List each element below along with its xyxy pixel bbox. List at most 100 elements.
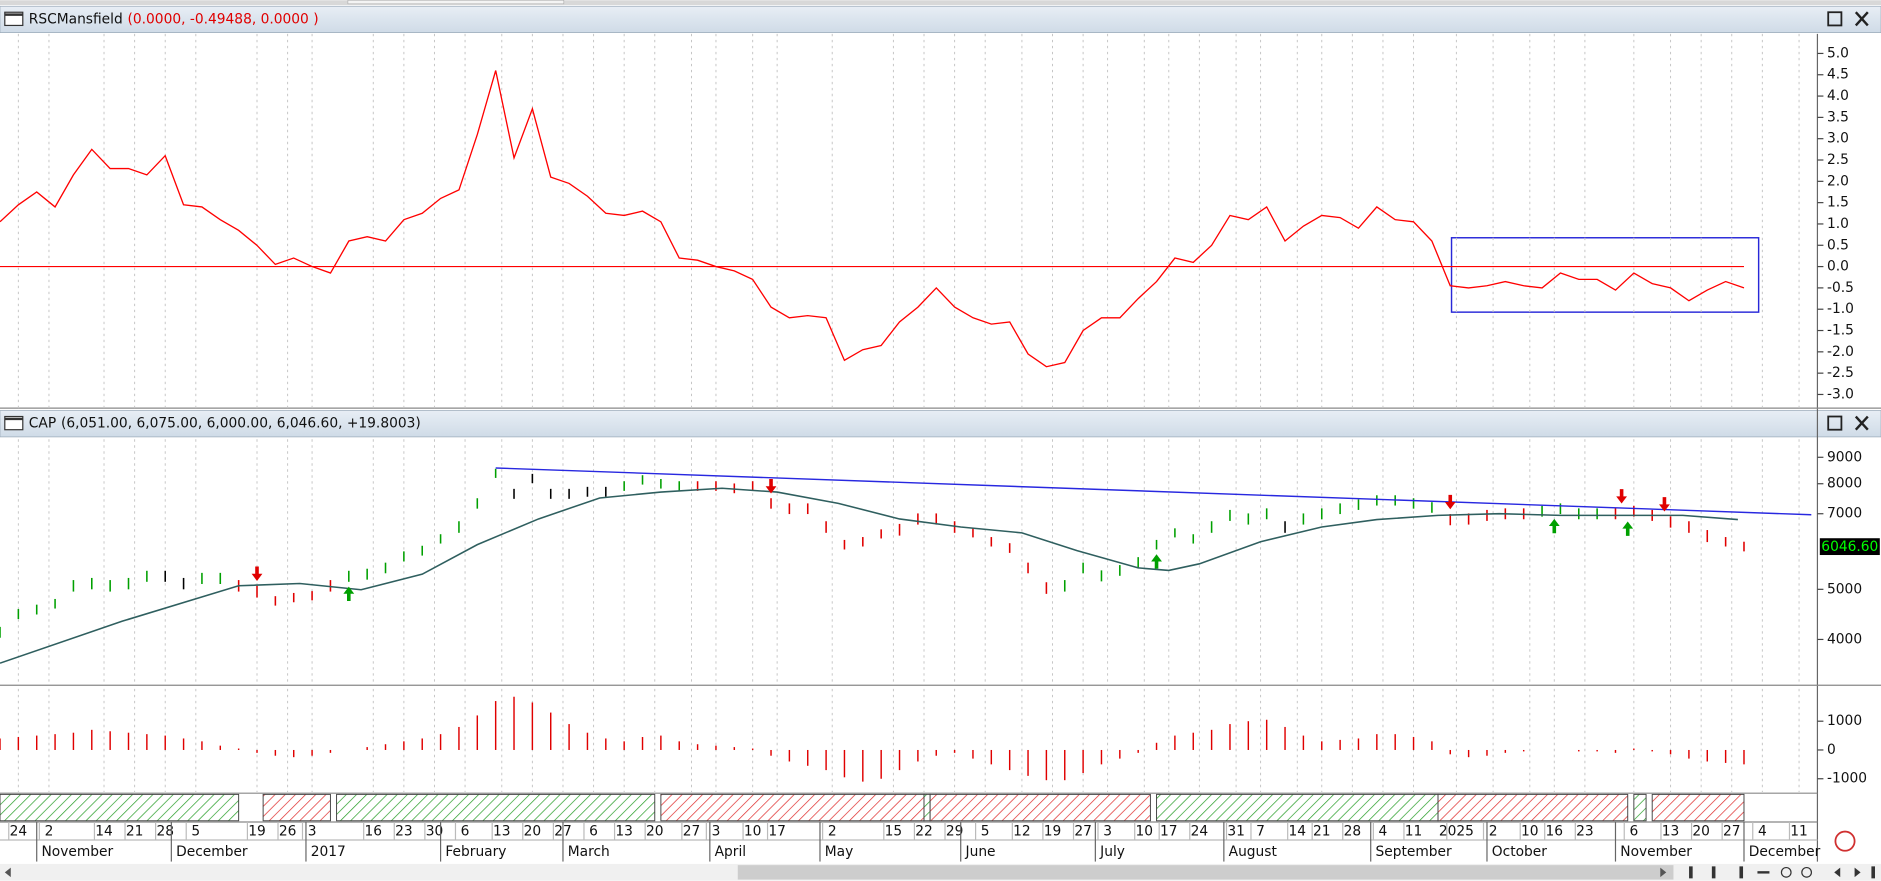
x-tick-label: 13 (1662, 824, 1680, 840)
x-tick-label: 24 (1191, 824, 1209, 840)
x-tick-label: 4 (1758, 824, 1767, 840)
toolbar-icons[interactable] (1689, 866, 1876, 879)
y-tick-label: -1000 (1827, 771, 1867, 787)
x-tick-label: 27 (683, 824, 701, 840)
panel-subtitle: (6,051.00, 6,075.00, 6,000.00, 6,046.60,… (61, 416, 421, 432)
x-tick-label: 14 (1289, 824, 1307, 840)
y-tick-label: -3.0 (1827, 386, 1854, 402)
indicator-line (0, 70, 1745, 368)
y-tick-label: 3.5 (1827, 109, 1849, 125)
regime-band (1651, 793, 1745, 822)
trendline (495, 467, 1812, 516)
y-tick-label: -1.5 (1827, 323, 1854, 339)
buy-signal (1548, 518, 1560, 534)
plot-layer: 5.0 4.5 4.0 3.5 3.0 2.5 2.0 1.5 1.0 0.5 0.0 -0.5 -1.… (0, 33, 1880, 862)
regime-band (1437, 793, 1629, 822)
x-tick-label: 2025 (1439, 824, 1474, 840)
y-tick-label: -2.0 (1827, 344, 1854, 360)
sell-signal (1659, 497, 1670, 512)
x-tick-label: 28 (156, 824, 174, 840)
x-tick-label: 20 (524, 824, 542, 840)
x-tick-label: 10 (1136, 824, 1154, 840)
y-tick-label: 0.5 (1827, 237, 1849, 253)
x-tick-label: 2 (828, 824, 837, 840)
x-tick-label: 17 (1160, 824, 1178, 840)
x-tick-label: 4 (1379, 824, 1388, 840)
regime-band (660, 793, 925, 822)
x-tick-label: 3 (1103, 824, 1112, 840)
x-tick-label: 29 (946, 824, 964, 840)
x-tick-label: 28 (1344, 824, 1362, 840)
x-tick-label: 16 (1546, 824, 1564, 840)
y-tick-label: -0.5 (1827, 280, 1854, 296)
x-tick-label: 2 (45, 824, 54, 840)
regime-band (1156, 793, 1439, 822)
drawn-rectangle[interactable] (1450, 237, 1760, 313)
moving-average (0, 487, 1738, 664)
month-label: November (42, 844, 114, 860)
y-tick-label: 8000 (1827, 476, 1862, 492)
x-tick-label: 2 (1489, 824, 1498, 840)
x-tick-label: 27 (1723, 824, 1741, 840)
x-tick-label: 16 (365, 824, 383, 840)
y-tick-label: 1.0 (1827, 216, 1849, 232)
tab[interactable] (347, 0, 565, 5)
sell-signal (1444, 494, 1456, 510)
panel-title: RSCMansfield (29, 11, 123, 27)
x-tick-label: 11 (1790, 824, 1808, 840)
x-tick-label: 12 (1013, 824, 1031, 840)
regime-band (0, 793, 240, 822)
last-price-box (1819, 538, 1880, 556)
month-label: March (568, 844, 610, 860)
x-tick-label: 3 (712, 824, 721, 840)
panel-header (0, 5, 1881, 33)
buy-signal (1622, 521, 1634, 536)
last-price-label: 6046.60 (1821, 539, 1878, 555)
x-tick-label: 6 (589, 824, 598, 840)
y-tick-label: 7000 (1827, 506, 1862, 522)
x-tick-label: 6 (1629, 824, 1638, 840)
sell-signal (251, 566, 263, 581)
y-tick-label: 0.0 (1827, 259, 1849, 275)
scrollbar-thumb[interactable] (737, 865, 1674, 880)
month-label: October (1492, 844, 1547, 860)
maximize-button[interactable] (1827, 11, 1843, 27)
close-button[interactable] (1854, 11, 1869, 27)
maximize-button[interactable] (1827, 415, 1843, 431)
month-label: December (1749, 844, 1821, 860)
panel-title: CAP (29, 416, 56, 432)
scroll-right[interactable] (1660, 867, 1667, 878)
x-tick-label: 11 (1405, 824, 1423, 840)
month-label: September (1376, 844, 1453, 860)
y-tick-label: 4000 (1827, 631, 1862, 647)
x-tick-label: 5 (191, 824, 200, 840)
x-tick-label: 14 (95, 824, 113, 840)
regime-band (1633, 793, 1647, 822)
x-tick-label: 23 (395, 824, 413, 840)
x-tick-label: 10 (1521, 824, 1539, 840)
x-tick-label: 19 (248, 824, 266, 840)
sell-signal (765, 479, 777, 494)
x-tick-label: 27 (1074, 824, 1092, 840)
month-label: August (1229, 844, 1278, 860)
y-tick-label: 2.0 (1827, 173, 1849, 189)
x-tick-label: 17 (768, 824, 786, 840)
regime-band (262, 793, 331, 822)
y-tick-label: 4.0 (1827, 88, 1849, 104)
status-icon[interactable] (1834, 830, 1856, 852)
scroll-left[interactable] (4, 867, 11, 878)
month-label: February (445, 844, 506, 860)
panel-header (0, 410, 1881, 438)
x-tick-label: 24 (10, 824, 28, 840)
y-tick-label: 3.0 (1827, 131, 1849, 147)
x-tick-label: 21 (126, 824, 144, 840)
y-tick-label: 1000 (1827, 713, 1862, 729)
regime-band (929, 793, 1151, 822)
close-button[interactable] (1854, 415, 1869, 431)
sell-signal (1616, 489, 1628, 504)
y-tick-label: -2.5 (1827, 365, 1854, 381)
x-tick-label: 10 (744, 824, 762, 840)
y-tick-label: 5000 (1827, 581, 1862, 597)
buy-signal (343, 586, 355, 602)
